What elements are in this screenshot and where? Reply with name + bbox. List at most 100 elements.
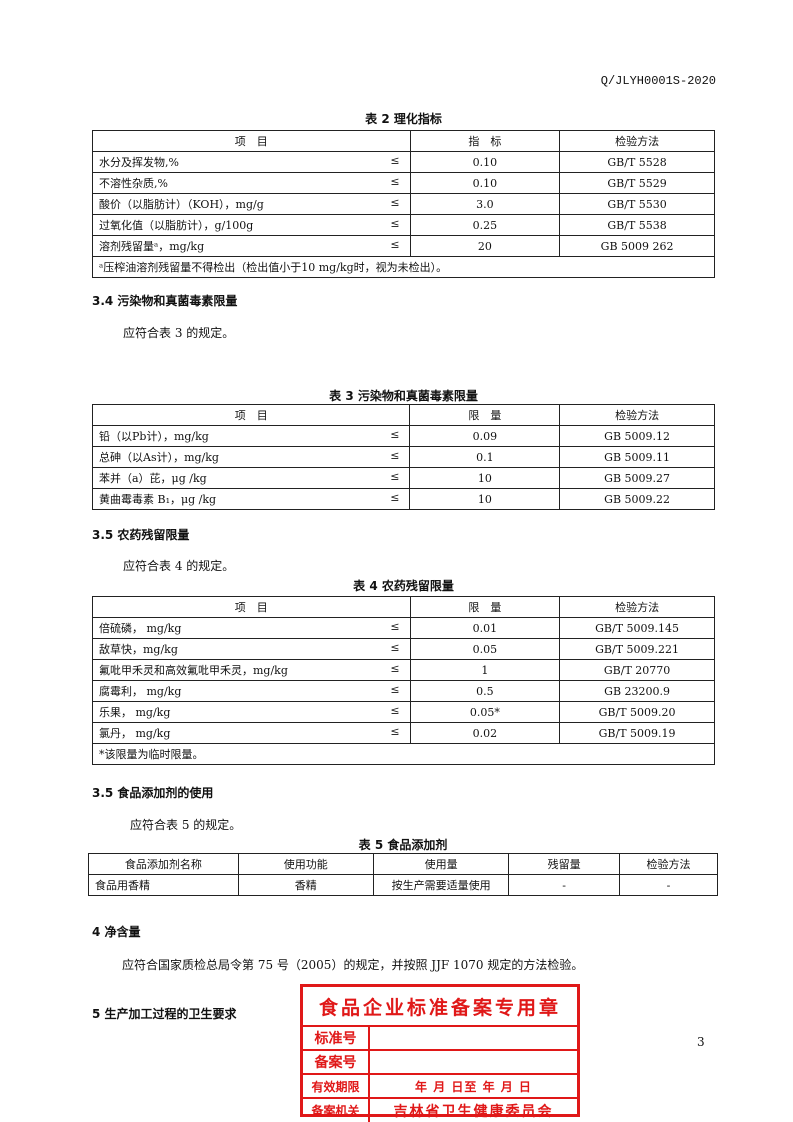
table-cell: 1	[409, 659, 561, 681]
table-cell: 检验方法	[559, 130, 715, 152]
cell-text: GB/T 5528	[607, 155, 667, 169]
table-cell: ≤ 铅（以Pb计），mg/kg	[91, 425, 411, 447]
less-equal-sign: ≤	[390, 428, 400, 441]
section-3-5-heading: 3.5 农药残留限量	[92, 528, 190, 542]
table-cell: GB 23200.9	[559, 680, 715, 702]
cell-text: 腐霉利， mg/kg	[99, 685, 182, 698]
cell-text: 黄曲霉毒素 B₁，μg /kg	[99, 493, 217, 506]
table2-title: 表 2 理化指标	[365, 112, 442, 126]
table-cell: 0.10	[409, 172, 561, 194]
table-cell: ≤ 黄曲霉毒素 B₁，μg /kg	[91, 488, 411, 510]
stamp-value: 年 月 日至 年 月 日	[415, 1079, 532, 1094]
cell-text: 检验方法	[615, 409, 660, 422]
cell-text: 倍硫磷， mg/kg	[99, 622, 182, 635]
less-equal-sign: ≤	[390, 449, 400, 462]
table-row: ≤ 总砷（以As计），mg/kg 0.1 GB 5009.11	[91, 446, 715, 468]
table-row: ≤ 酸价（以脂肪计）（KOH），mg/g 3.0 GB/T 5530	[92, 193, 715, 215]
table3: 项 目 限 量 检验方法 ≤ 铅（以Pb计），mg/kg 0.09 GB 5009.12 ≤ 总…	[91, 404, 715, 510]
table-cell: GB/T 5530	[559, 193, 715, 215]
less-equal-sign: ≤	[390, 641, 400, 654]
table-cell: *该限量为临时限量。	[92, 743, 715, 765]
table-cell: ≤ 腐霉利， mg/kg	[92, 680, 411, 702]
table-cell: ᵃ压榨油溶剂残留量不得检出（检出值小于10 mg/kg时，视为未检出）。	[92, 256, 715, 278]
cell-text: 氟吡甲禾灵和高效氟吡甲禾灵，mg/kg	[99, 664, 288, 677]
table-row: ≤ 铅（以Pb计），mg/kg 0.09 GB 5009.12	[91, 425, 715, 447]
table-row: ≤ 苯并（a）芘，μg /kg 10 GB 5009.27	[91, 467, 715, 489]
cell-text: ᵃ压榨油溶剂残留量不得检出（检出值小于10 mg/kg时，视为未检出）。	[99, 261, 448, 274]
cell-text: 0.10	[472, 176, 498, 190]
less-equal-sign: ≤	[390, 175, 400, 188]
table-cell: 20	[409, 235, 561, 257]
cell-text: 0.25	[472, 218, 498, 232]
table4: 项 目 限 量 检验方法 ≤ 倍硫磷， mg/kg 0.01 GB/T 5009.145 ≤ 敌…	[92, 596, 715, 765]
table-cell: 10	[409, 488, 561, 510]
cell-text: 敌草快，mg/kg	[99, 643, 178, 656]
table-cell: ≤ 不溶性杂质,%	[92, 172, 411, 194]
cell-text: 铅（以Pb计），mg/kg	[99, 430, 209, 443]
less-equal-sign: ≤	[390, 491, 400, 504]
cell-text: GB 5009 262	[600, 239, 674, 253]
table-row: ≤ 过氧化值（以脂肪计），g/100g 0.25 GB/T 5538	[92, 214, 715, 236]
section-3-5-text: 应符合表 4 的规定。	[123, 559, 235, 573]
table-cell: 0.1	[409, 446, 561, 468]
cell-text: 酸价（以脂肪计）（KOH），mg/g	[99, 198, 264, 211]
cell-text: 香精	[294, 879, 317, 892]
table-cell: GB/T 5538	[559, 214, 715, 236]
cell-text: -	[562, 878, 566, 892]
section-3-4-heading: 3.4 污染物和真菌毒素限量	[92, 294, 238, 308]
table-row: ≤ 倍硫磷， mg/kg 0.01 GB/T 5009.145	[92, 617, 715, 639]
cell-text: 10	[477, 492, 492, 506]
table-cell: 检验方法	[559, 596, 715, 618]
table-cell: 0.09	[409, 425, 561, 447]
table-cell: 食品用香精	[88, 874, 239, 896]
table-cell: 使用功能	[237, 853, 374, 875]
table-cell: GB 5009.27	[559, 467, 715, 489]
cell-text: GB/T 20770	[603, 663, 671, 677]
cell-text: GB/T 5009.221	[595, 642, 680, 656]
cell-text: GB 5009.12	[604, 429, 671, 443]
cell-text: 0.01	[472, 621, 498, 635]
table-cell: GB/T 5009.19	[559, 722, 715, 744]
table-row: ≤ 黄曲霉毒素 B₁，μg /kg 10 GB 5009.22	[91, 488, 715, 510]
table-row: ≤ 不溶性杂质,% 0.10 GB/T 5529	[92, 172, 715, 194]
cell-text: 检验方法	[615, 601, 660, 614]
cell-text: GB 23200.9	[604, 684, 671, 698]
cell-text: GB/T 5009.20	[598, 705, 676, 719]
cell-text: 使用功能	[283, 858, 328, 871]
table-cell: ≤ 氟吡甲禾灵和高效氟吡甲禾灵，mg/kg	[92, 659, 411, 681]
table-cell: GB/T 20770	[559, 659, 715, 681]
table5-title: 表 5 食品添加剂	[358, 838, 448, 852]
table-cell: ≤ 倍硫磷， mg/kg	[92, 617, 411, 639]
table-cell: 按生产需要适量使用	[372, 874, 510, 896]
table4-title: 表 4 农药残留限量	[353, 579, 454, 593]
less-equal-sign: ≤	[390, 470, 400, 483]
table-row: ≤ 氟吡甲禾灵和高效氟吡甲禾灵，mg/kg 1 GB/T 20770	[92, 659, 715, 681]
cell-text: 水分及挥发物,%	[99, 156, 179, 169]
cell-text: -	[666, 878, 671, 892]
table-cell: ≤ 溶剂残留量ᵃ，mg/kg	[92, 235, 411, 257]
cell-text: 3.0	[476, 197, 494, 211]
table-cell: 检验方法	[559, 404, 715, 426]
cell-text: 0.10	[472, 155, 498, 169]
table-cell: 检验方法	[618, 853, 719, 875]
table-cell: GB/T 5009.145	[559, 617, 715, 639]
cell-text: 残留量	[547, 858, 581, 871]
less-equal-sign: ≤	[390, 238, 400, 251]
table-row: ≤ 溶剂残留量ᵃ，mg/kg 20 GB 5009 262	[92, 235, 715, 257]
cell-text: 氯丹， mg/kg	[99, 727, 171, 740]
table-cell: 限 量	[409, 596, 561, 618]
table-cell: 限 量	[409, 404, 561, 426]
cell-text: 苯并（a）芘，μg /kg	[99, 472, 207, 485]
stamp-value: 吉林省卫生健康委员会	[393, 1103, 554, 1120]
table-cell: -	[508, 874, 620, 896]
cell-text: 0.1	[476, 450, 494, 464]
page-number: 3	[697, 1035, 705, 1049]
cell-text: 按生产需要适量使用	[391, 879, 491, 892]
table-cell: 0.02	[409, 722, 561, 744]
cell-text: 溶剂残留量ᵃ，mg/kg	[99, 240, 205, 253]
table-cell: 3.0	[409, 193, 561, 215]
cell-text: 食品添加剂名称	[124, 858, 202, 871]
section-3-4-text: 应符合表 3 的规定。	[123, 326, 235, 340]
section-5-heading: 5 生产加工过程的卫生要求	[92, 1007, 237, 1021]
